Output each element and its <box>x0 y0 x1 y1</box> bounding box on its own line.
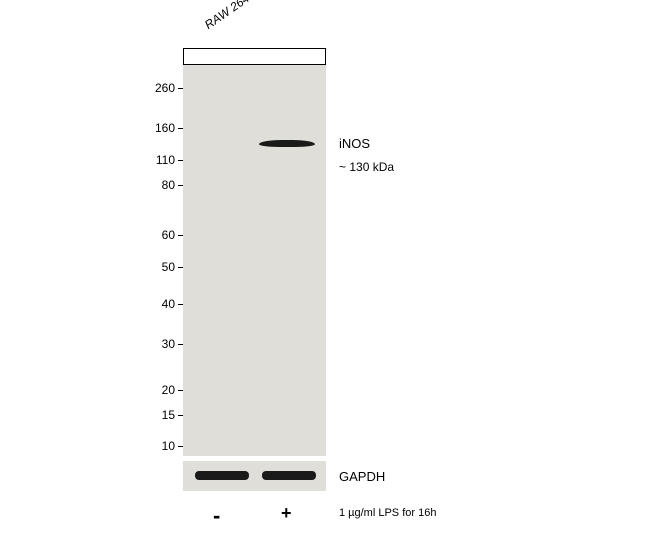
gapdh-band-plus <box>262 471 316 480</box>
mw-marker-80: 80 <box>145 178 175 192</box>
mw-marker-160: 160 <box>145 121 175 135</box>
mw-tick-10 <box>178 446 183 447</box>
treatment-minus: - <box>213 503 220 529</box>
mw-marker-10: 10 <box>145 439 175 453</box>
inos-label: iNOS <box>339 136 370 151</box>
mw-marker-15: 15 <box>145 408 175 422</box>
sample-label: RAW 264.7 <box>202 0 260 32</box>
western-blot-figure: RAW 264.7 260 160 110 80 60 50 40 30 20 15 10 iNOS… <box>0 0 650 552</box>
gapdh-label: GAPDH <box>339 469 385 484</box>
mw-tick-160 <box>178 128 183 129</box>
treatment-label: 1 µg/ml LPS for 16h <box>339 507 436 519</box>
mw-tick-30 <box>178 344 183 345</box>
main-blot-membrane <box>183 65 326 456</box>
mw-annotation: ~ 130 kDa <box>339 160 394 174</box>
mw-tick-80 <box>178 185 183 186</box>
mw-marker-30: 30 <box>145 337 175 351</box>
inos-band <box>259 140 315 147</box>
mw-marker-60: 60 <box>145 228 175 242</box>
mw-marker-110: 110 <box>145 153 175 167</box>
mw-tick-20 <box>178 390 183 391</box>
header-box <box>183 48 326 65</box>
mw-tick-50 <box>178 267 183 268</box>
mw-tick-15 <box>178 415 183 416</box>
mw-tick-40 <box>178 304 183 305</box>
mw-tick-260 <box>178 88 183 89</box>
mw-tick-60 <box>178 235 183 236</box>
gapdh-band-minus <box>195 471 249 480</box>
mw-marker-20: 20 <box>145 383 175 397</box>
mw-marker-260: 260 <box>145 81 175 95</box>
mw-tick-110 <box>178 160 183 161</box>
treatment-plus: + <box>281 503 292 524</box>
mw-marker-50: 50 <box>145 260 175 274</box>
mw-marker-40: 40 <box>145 297 175 311</box>
